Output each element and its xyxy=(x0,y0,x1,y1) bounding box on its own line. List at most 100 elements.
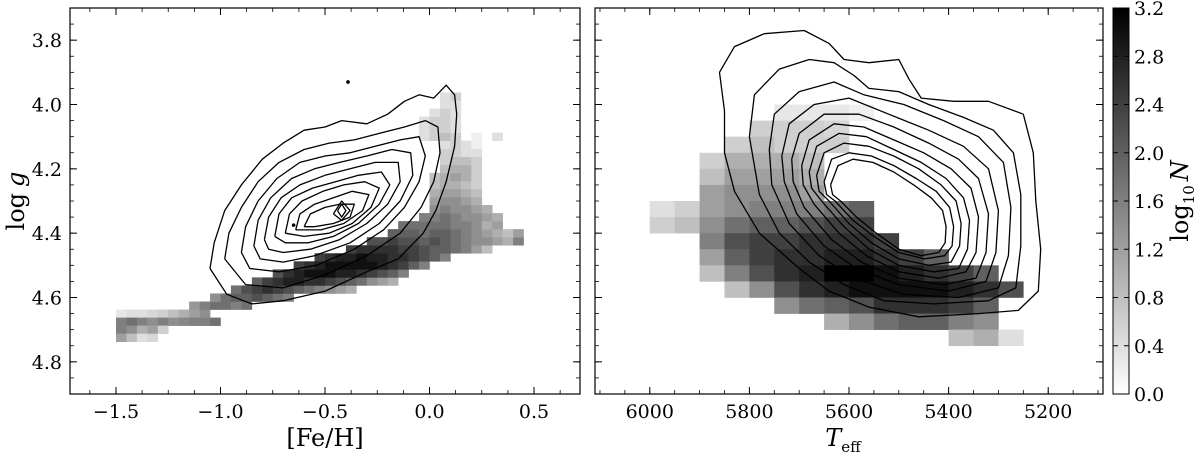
heatmap-cell xyxy=(189,301,200,310)
heatmap-cell xyxy=(973,329,999,347)
heatmap-cell xyxy=(398,261,409,270)
heatmap-cell xyxy=(460,221,472,230)
heatmap-cell xyxy=(115,325,127,334)
heatmap-cell xyxy=(366,237,378,246)
heatmap-cell xyxy=(199,301,211,310)
heatmap-cell xyxy=(849,201,875,218)
heatmap-cell xyxy=(189,309,200,318)
right-x-axis-title: Teff xyxy=(825,424,862,456)
heatmap-cell xyxy=(387,229,399,238)
heatmap-cell xyxy=(419,213,430,222)
heatmap-cell xyxy=(272,293,284,302)
heatmap-cell xyxy=(749,217,775,234)
contour-line xyxy=(209,84,458,305)
heatmap-cell xyxy=(439,140,451,150)
x-tick-label: 0.5 xyxy=(519,401,549,423)
heatmap-cell xyxy=(724,217,750,234)
colorbar-tick-label: 0.0 xyxy=(1134,384,1164,406)
heatmap-cell xyxy=(774,217,800,234)
heatmap-cell xyxy=(439,188,451,198)
heatmap-cell xyxy=(387,269,399,278)
heatmap-cell xyxy=(304,269,315,278)
heatmap-cell xyxy=(450,245,462,254)
left-markers xyxy=(291,80,350,227)
heatmap-cell xyxy=(898,313,925,330)
heatmap-cell xyxy=(749,136,775,154)
heatmap-cell xyxy=(849,265,875,282)
heatmap-cell xyxy=(513,237,524,246)
heatmap-cell xyxy=(419,229,430,238)
heatmap-cell xyxy=(460,172,472,182)
heatmap-cell xyxy=(304,285,315,294)
heatmap-cell xyxy=(439,92,451,101)
contour-line xyxy=(791,113,990,286)
heatmap-cell xyxy=(408,245,420,254)
heatmap-cell xyxy=(898,297,925,314)
colorbar-tick-label: 2.0 xyxy=(1134,143,1164,165)
colorbar-tick-label: 2.8 xyxy=(1134,46,1164,68)
y-tick-label: 4.2 xyxy=(32,159,62,181)
heatmap-cell xyxy=(241,301,253,310)
heatmap-cell xyxy=(699,233,725,250)
heatmap-cell xyxy=(157,325,169,334)
heatmap-cell xyxy=(898,249,925,266)
heatmap-cell xyxy=(419,132,430,141)
heatmap-cell xyxy=(460,164,472,174)
heatmap-cell xyxy=(387,237,399,246)
heatmap-cell xyxy=(450,172,462,182)
heatmap-cell xyxy=(230,301,242,310)
contour-line xyxy=(823,152,955,260)
heatmap-cell xyxy=(314,261,326,270)
contour-line xyxy=(295,190,370,231)
heatmap-cell xyxy=(178,309,190,318)
heatmap-cell xyxy=(325,269,336,278)
x-tick-label: 0.0 xyxy=(414,401,444,423)
heatmap-cell xyxy=(824,249,850,266)
heatmap-cell xyxy=(471,140,483,150)
heatmap-cell xyxy=(973,297,999,314)
x-tick-label: −1.5 xyxy=(93,401,139,423)
heatmap-cell xyxy=(513,229,524,238)
heatmap-cell xyxy=(429,132,441,141)
heatmap-cell xyxy=(168,309,179,318)
x-tick-label: −0.5 xyxy=(302,401,348,423)
x-tick-label: 5200 xyxy=(1024,401,1072,423)
heatmap-cell xyxy=(345,245,357,254)
heatmap-cell xyxy=(471,205,483,214)
heatmap-cell xyxy=(387,253,399,262)
heatmap-cell xyxy=(439,245,451,254)
heatmap-cell xyxy=(460,156,472,166)
heatmap-cell xyxy=(345,269,357,278)
heatmap-cell xyxy=(283,269,294,278)
colorbar-tick-label: 0.8 xyxy=(1134,288,1164,310)
heatmap-cell xyxy=(439,196,451,206)
heatmap-cell xyxy=(115,333,127,343)
heatmap-cell xyxy=(724,233,750,250)
colorbar-tick-label: 2.4 xyxy=(1134,95,1164,117)
heatmap-cell xyxy=(178,317,190,326)
heatmap-cell xyxy=(948,297,974,314)
heatmap-cell xyxy=(408,237,420,246)
heatmap-cell xyxy=(460,237,472,246)
heatmap-cell xyxy=(419,237,430,246)
contour-point xyxy=(291,223,296,227)
y-tick-label: 4.6 xyxy=(32,288,62,310)
heatmap-cell xyxy=(199,317,211,326)
contour-line xyxy=(274,171,391,244)
heatmap-cell xyxy=(824,136,850,154)
heatmap-cell xyxy=(724,265,750,282)
contour-line xyxy=(781,97,1000,292)
heatmap-cell xyxy=(408,261,420,270)
heatmap-cell xyxy=(492,221,503,230)
heatmap-cell xyxy=(439,124,451,133)
heatmap-cell xyxy=(824,265,850,282)
heatmap-cell xyxy=(398,269,409,278)
heatmap-cell xyxy=(674,217,700,234)
heatmap-cell xyxy=(126,317,138,326)
colorbar-tick-label: 1.2 xyxy=(1134,239,1164,261)
heatmap-cell xyxy=(439,237,451,246)
heatmap-cell xyxy=(502,237,514,246)
contour-line xyxy=(801,123,980,279)
heatmap-cell xyxy=(774,184,800,202)
heatmap-cell xyxy=(335,261,347,270)
